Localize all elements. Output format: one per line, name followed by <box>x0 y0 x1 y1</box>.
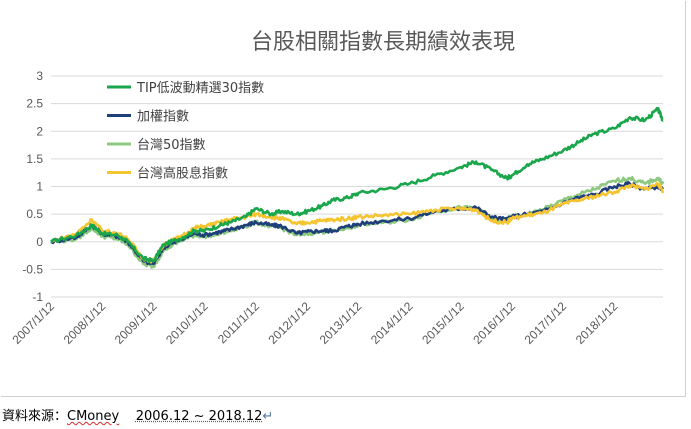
x-tick-label: 2010/1/12 <box>163 299 211 347</box>
source-gap <box>119 409 136 424</box>
x-tick-label: 2012/1/12 <box>266 299 314 347</box>
y-tick-label: 1 <box>36 180 43 194</box>
legend-label: 台灣高股息指數 <box>137 166 228 182</box>
y-tick-label: 3 <box>36 69 43 83</box>
y-axis-ticks: 3 2.5 2 1.5 1 0.5 0 -0.5 -1 <box>22 69 43 304</box>
x-tick-label: 2011/1/12 <box>215 299 262 346</box>
chart-frame: 台股相關指數長期績效表現 3 2.5 2 1.5 1 0.5 0 -0.5 -1 2007/1/… <box>1 1 686 397</box>
x-tick-label: 2008/1/12 <box>61 299 109 347</box>
x-tick-label: 2009/1/12 <box>112 299 160 347</box>
line-chart: 台股相關指數長期績效表現 3 2.5 2 1.5 1 0.5 0 -0.5 -1 2007/1/… <box>9 30 665 347</box>
source-prefix: 資料來源： <box>2 409 68 424</box>
series-line <box>50 107 664 263</box>
y-tick-label: 2.5 <box>26 97 43 111</box>
y-tick-label: -0.5 <box>22 262 43 276</box>
x-tick-label: 2018/1/12 <box>573 299 621 347</box>
y-tick-label: -1 <box>32 290 43 304</box>
legend-label: 台灣50指數 <box>137 138 206 153</box>
y-tick-label: 1.5 <box>26 152 43 166</box>
x-tick-label: 2007/1/12 <box>9 299 57 347</box>
source-note: 資料來源：CMoney 2006.12 ~ 2018.12↵ <box>2 405 273 424</box>
series-line <box>50 176 665 269</box>
x-axis-ticks: 2007/1/12 2008/1/12 2009/1/12 2010/1/12 2011… <box>9 299 620 347</box>
chart-title: 台股相關指數長期績效表現 <box>251 30 515 55</box>
source-date-range: 2006.12 ~ 2018.12 <box>135 409 263 424</box>
grid-lines <box>51 75 663 298</box>
source-name: CMoney <box>67 409 120 424</box>
y-tick-label: 0 <box>36 235 43 249</box>
legend-label: TIP低波動精選30指數 <box>136 81 264 96</box>
x-tick-label: 2013/1/12 <box>317 299 365 347</box>
x-tick-label: 2017/1/12 <box>522 299 570 347</box>
x-tick-label: 2016/1/12 <box>470 299 518 347</box>
y-tick-label: 2 <box>36 124 43 138</box>
y-tick-label: 0.5 <box>26 207 43 221</box>
x-tick-label: 2014/1/12 <box>368 299 416 347</box>
x-tick-label: 2015/1/12 <box>419 299 467 347</box>
paragraph-mark: ↵ <box>262 409 274 424</box>
series-lines <box>50 107 665 269</box>
legend-label: 加權指數 <box>137 110 189 125</box>
